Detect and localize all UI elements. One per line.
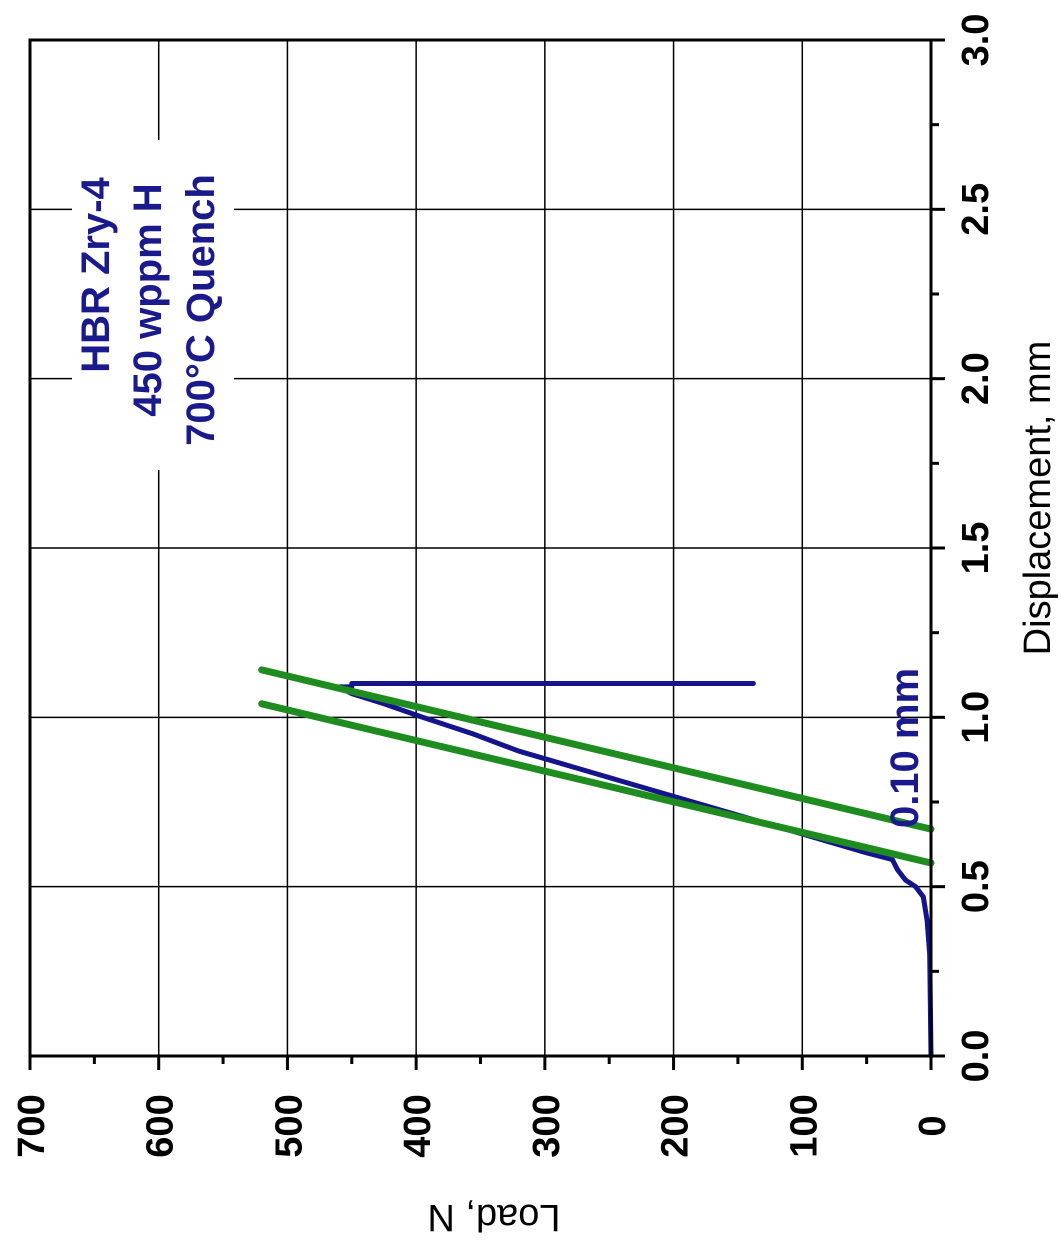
load-curve xyxy=(336,681,934,1059)
y-tick-label: 0 xyxy=(912,1115,954,1136)
sample-label-background xyxy=(72,140,234,470)
sample-label-line-1: HBR Zry-4 xyxy=(74,176,118,372)
x-tick-label: 0.5 xyxy=(955,860,997,913)
y-tick-label: 200 xyxy=(655,1094,697,1157)
x-axis-title: Displacement, mm xyxy=(1017,341,1059,656)
annotations: HBR Zry-4 450 wppm H 700°C Quench 0.10 m… xyxy=(72,140,927,828)
offset-line-2 xyxy=(258,666,935,833)
y-tick-label: 400 xyxy=(397,1094,439,1157)
y-tick-label: 300 xyxy=(526,1094,568,1157)
x-tick-label: 1.0 xyxy=(955,691,997,744)
x-tick-label: 2.5 xyxy=(955,183,997,236)
sample-label-line-3: 700°C Quench xyxy=(179,174,223,446)
offset-label: 0.10 mm xyxy=(883,668,927,828)
x-tick-labels: 0.0 0.5 1.0 1.5 2.0 2.5 3.0 xyxy=(955,14,997,1083)
axis-ticks xyxy=(28,38,945,1070)
x-tick-label: 0.0 xyxy=(955,1030,997,1083)
y-tick-label: 700 xyxy=(11,1094,53,1157)
x-tick-label: 2.0 xyxy=(955,352,997,405)
y-tick-labels: 0 100 200 300 400 500 600 700 xyxy=(11,1094,954,1157)
x-tick-label: 1.5 xyxy=(955,522,997,575)
offset-line-1 xyxy=(258,700,935,867)
y-tick-label: 500 xyxy=(268,1094,310,1157)
x-tick-label: 3.0 xyxy=(955,14,997,67)
y-tick-label: 600 xyxy=(140,1094,182,1157)
sample-label-line-2: 450 wppm H xyxy=(126,183,170,416)
series-layer xyxy=(258,666,935,1059)
y-tick-label: 100 xyxy=(783,1094,825,1157)
y-axis-title: Load, N xyxy=(427,1196,560,1238)
